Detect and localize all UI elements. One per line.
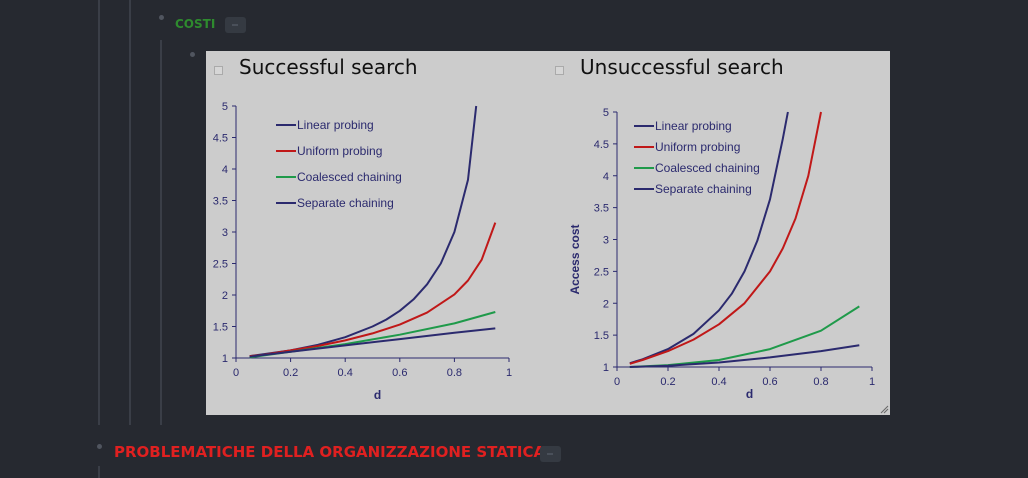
x-tick-label: 0.2	[660, 376, 675, 388]
outline-bullet[interactable]	[190, 52, 195, 57]
section-heading-costi: COSTI	[175, 17, 216, 31]
y-tick-label: 1	[603, 362, 609, 374]
legend-label-coalesced-chaining: Coalesced chaining	[297, 170, 402, 184]
legend-label-coalesced-chaining: Coalesced chaining	[655, 161, 760, 175]
series-line-linear-probing	[629, 111, 789, 365]
x-tick-label: 0.2	[283, 367, 298, 379]
chart-title-successful: Successful search	[239, 55, 418, 79]
series-line-uniform-probing	[249, 222, 497, 358]
y-tick-label: 4	[603, 171, 609, 183]
x-tick-label: 0	[233, 367, 239, 379]
chart-title-unsuccessful: Unsuccessful search	[580, 55, 784, 79]
legend-label-separate-chaining: Separate chaining	[655, 182, 752, 196]
outline-bullet[interactable]	[159, 15, 164, 20]
y-tick-label: 3	[222, 227, 228, 239]
legend-label-uniform-probing: Uniform probing	[655, 140, 740, 154]
y-tick-label: 4.5	[594, 139, 609, 151]
x-tick-label: 0.8	[447, 367, 462, 379]
outline-guide	[129, 0, 131, 425]
outline-guide	[98, 0, 100, 425]
legend-label-uniform-probing: Uniform probing	[297, 144, 382, 158]
outline-bullet[interactable]	[97, 444, 102, 449]
y-tick-label: 3	[603, 235, 609, 247]
collapse-toggle[interactable]	[225, 17, 246, 33]
y-tick-label: 3.5	[213, 196, 228, 208]
x-tick-label: 0.6	[762, 376, 777, 388]
checkbox[interactable]	[214, 66, 223, 75]
x-tick-label: 0.8	[813, 376, 828, 388]
x-axis-label: d	[374, 388, 381, 402]
x-axis-label: d	[746, 387, 753, 401]
section-heading-problematiche: PROBLEMATICHE DELLA ORGANIZZAZIONE STATI…	[114, 443, 546, 461]
checkbox[interactable]	[555, 66, 564, 75]
y-tick-label: 2	[603, 298, 609, 310]
x-tick-label: 1	[506, 367, 512, 379]
x-tick-label: 0.4	[338, 367, 353, 379]
y-tick-label: 1.5	[213, 322, 228, 334]
y-tick-label: 3.5	[594, 203, 609, 215]
y-tick-label: 2.5	[213, 259, 228, 271]
y-tick-label: 5	[222, 101, 228, 113]
y-tick-label: 5	[603, 107, 609, 119]
x-tick-label: 1	[869, 376, 875, 388]
chart-successful-search: 1 1.5 2 2.5 3 3.5 4 4.5 5 0 0.2 0.4 0.6 0.8 1 d Linear p…	[213, 101, 875, 402]
y-axis-label: Access cost	[568, 224, 582, 294]
y-tick-label: 2	[222, 290, 228, 302]
y-tick-label: 2.5	[594, 266, 609, 278]
y-tick-label: 1.5	[594, 330, 609, 342]
x-tick-label: 0.6	[392, 367, 407, 379]
resize-handle-icon[interactable]	[880, 405, 889, 414]
outline-guide	[98, 466, 100, 478]
y-tick-label: 4.5	[213, 133, 228, 145]
y-tick-label: 4	[222, 164, 228, 176]
collapse-toggle[interactable]	[540, 446, 561, 462]
x-tick-label: 0.4	[711, 376, 726, 388]
series-line-separate-chaining	[249, 327, 496, 358]
series-line-coalesced-chaining	[629, 305, 860, 368]
legend-label-linear-probing: Linear probing	[297, 118, 374, 132]
x-tick-label: 0	[614, 376, 620, 388]
legend-label-separate-chaining: Separate chaining	[297, 196, 394, 210]
y-tick-label: 1	[222, 353, 228, 365]
outline-guide	[160, 40, 162, 425]
series-line-uniform-probing	[629, 111, 822, 365]
legend-label-linear-probing: Linear probing	[655, 119, 732, 133]
series-line-separate-chaining	[629, 344, 860, 368]
